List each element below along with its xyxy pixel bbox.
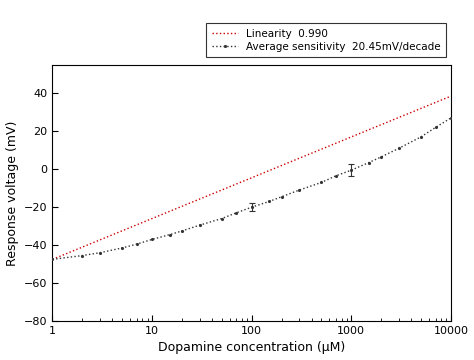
Average sensitivity  20.45mV/decade [418, 135, 424, 139]
Average sensitivity  20.45mV/decade [80, 253, 85, 258]
Line: Average sensitivity  20.45mV/decade: Average sensitivity 20.45mV/decade [51, 116, 453, 261]
Y-axis label: Response voltage (mV): Response voltage (mV) [6, 120, 18, 266]
Average sensitivity  20.45mV/decade [366, 161, 372, 165]
Average sensitivity  20.45mV/decade [119, 246, 125, 250]
Average sensitivity  20.45mV/decade [134, 242, 139, 246]
Average sensitivity  20.45mV/decade [396, 146, 401, 150]
Average sensitivity  20.45mV/decade [433, 125, 438, 130]
Average sensitivity  20.45mV/decade [348, 168, 354, 172]
Average sensitivity  20.45mV/decade [296, 188, 302, 192]
Average sensitivity  20.45mV/decade [179, 229, 185, 233]
Average sensitivity  20.45mV/decade [319, 180, 324, 185]
Average sensitivity  20.45mV/decade [233, 211, 239, 215]
Average sensitivity  20.45mV/decade [197, 223, 202, 227]
Average sensitivity  20.45mV/decade [448, 116, 454, 120]
Legend: Linearity  0.990, Average sensitivity  20.45mV/decade: Linearity 0.990, Average sensitivity 20.… [206, 23, 446, 57]
Average sensitivity  20.45mV/decade [97, 251, 103, 255]
Average sensitivity  20.45mV/decade [279, 194, 284, 199]
Average sensitivity  20.45mV/decade [219, 216, 225, 221]
Average sensitivity  20.45mV/decade [266, 199, 272, 204]
Average sensitivity  20.45mV/decade [249, 205, 255, 209]
Average sensitivity  20.45mV/decade [167, 233, 173, 237]
Average sensitivity  20.45mV/decade [333, 174, 339, 178]
Average sensitivity  20.45mV/decade [378, 155, 384, 159]
X-axis label: Dopamine concentration (μM): Dopamine concentration (μM) [158, 341, 346, 355]
Average sensitivity  20.45mV/decade [50, 257, 55, 261]
Average sensitivity  20.45mV/decade [149, 237, 155, 242]
